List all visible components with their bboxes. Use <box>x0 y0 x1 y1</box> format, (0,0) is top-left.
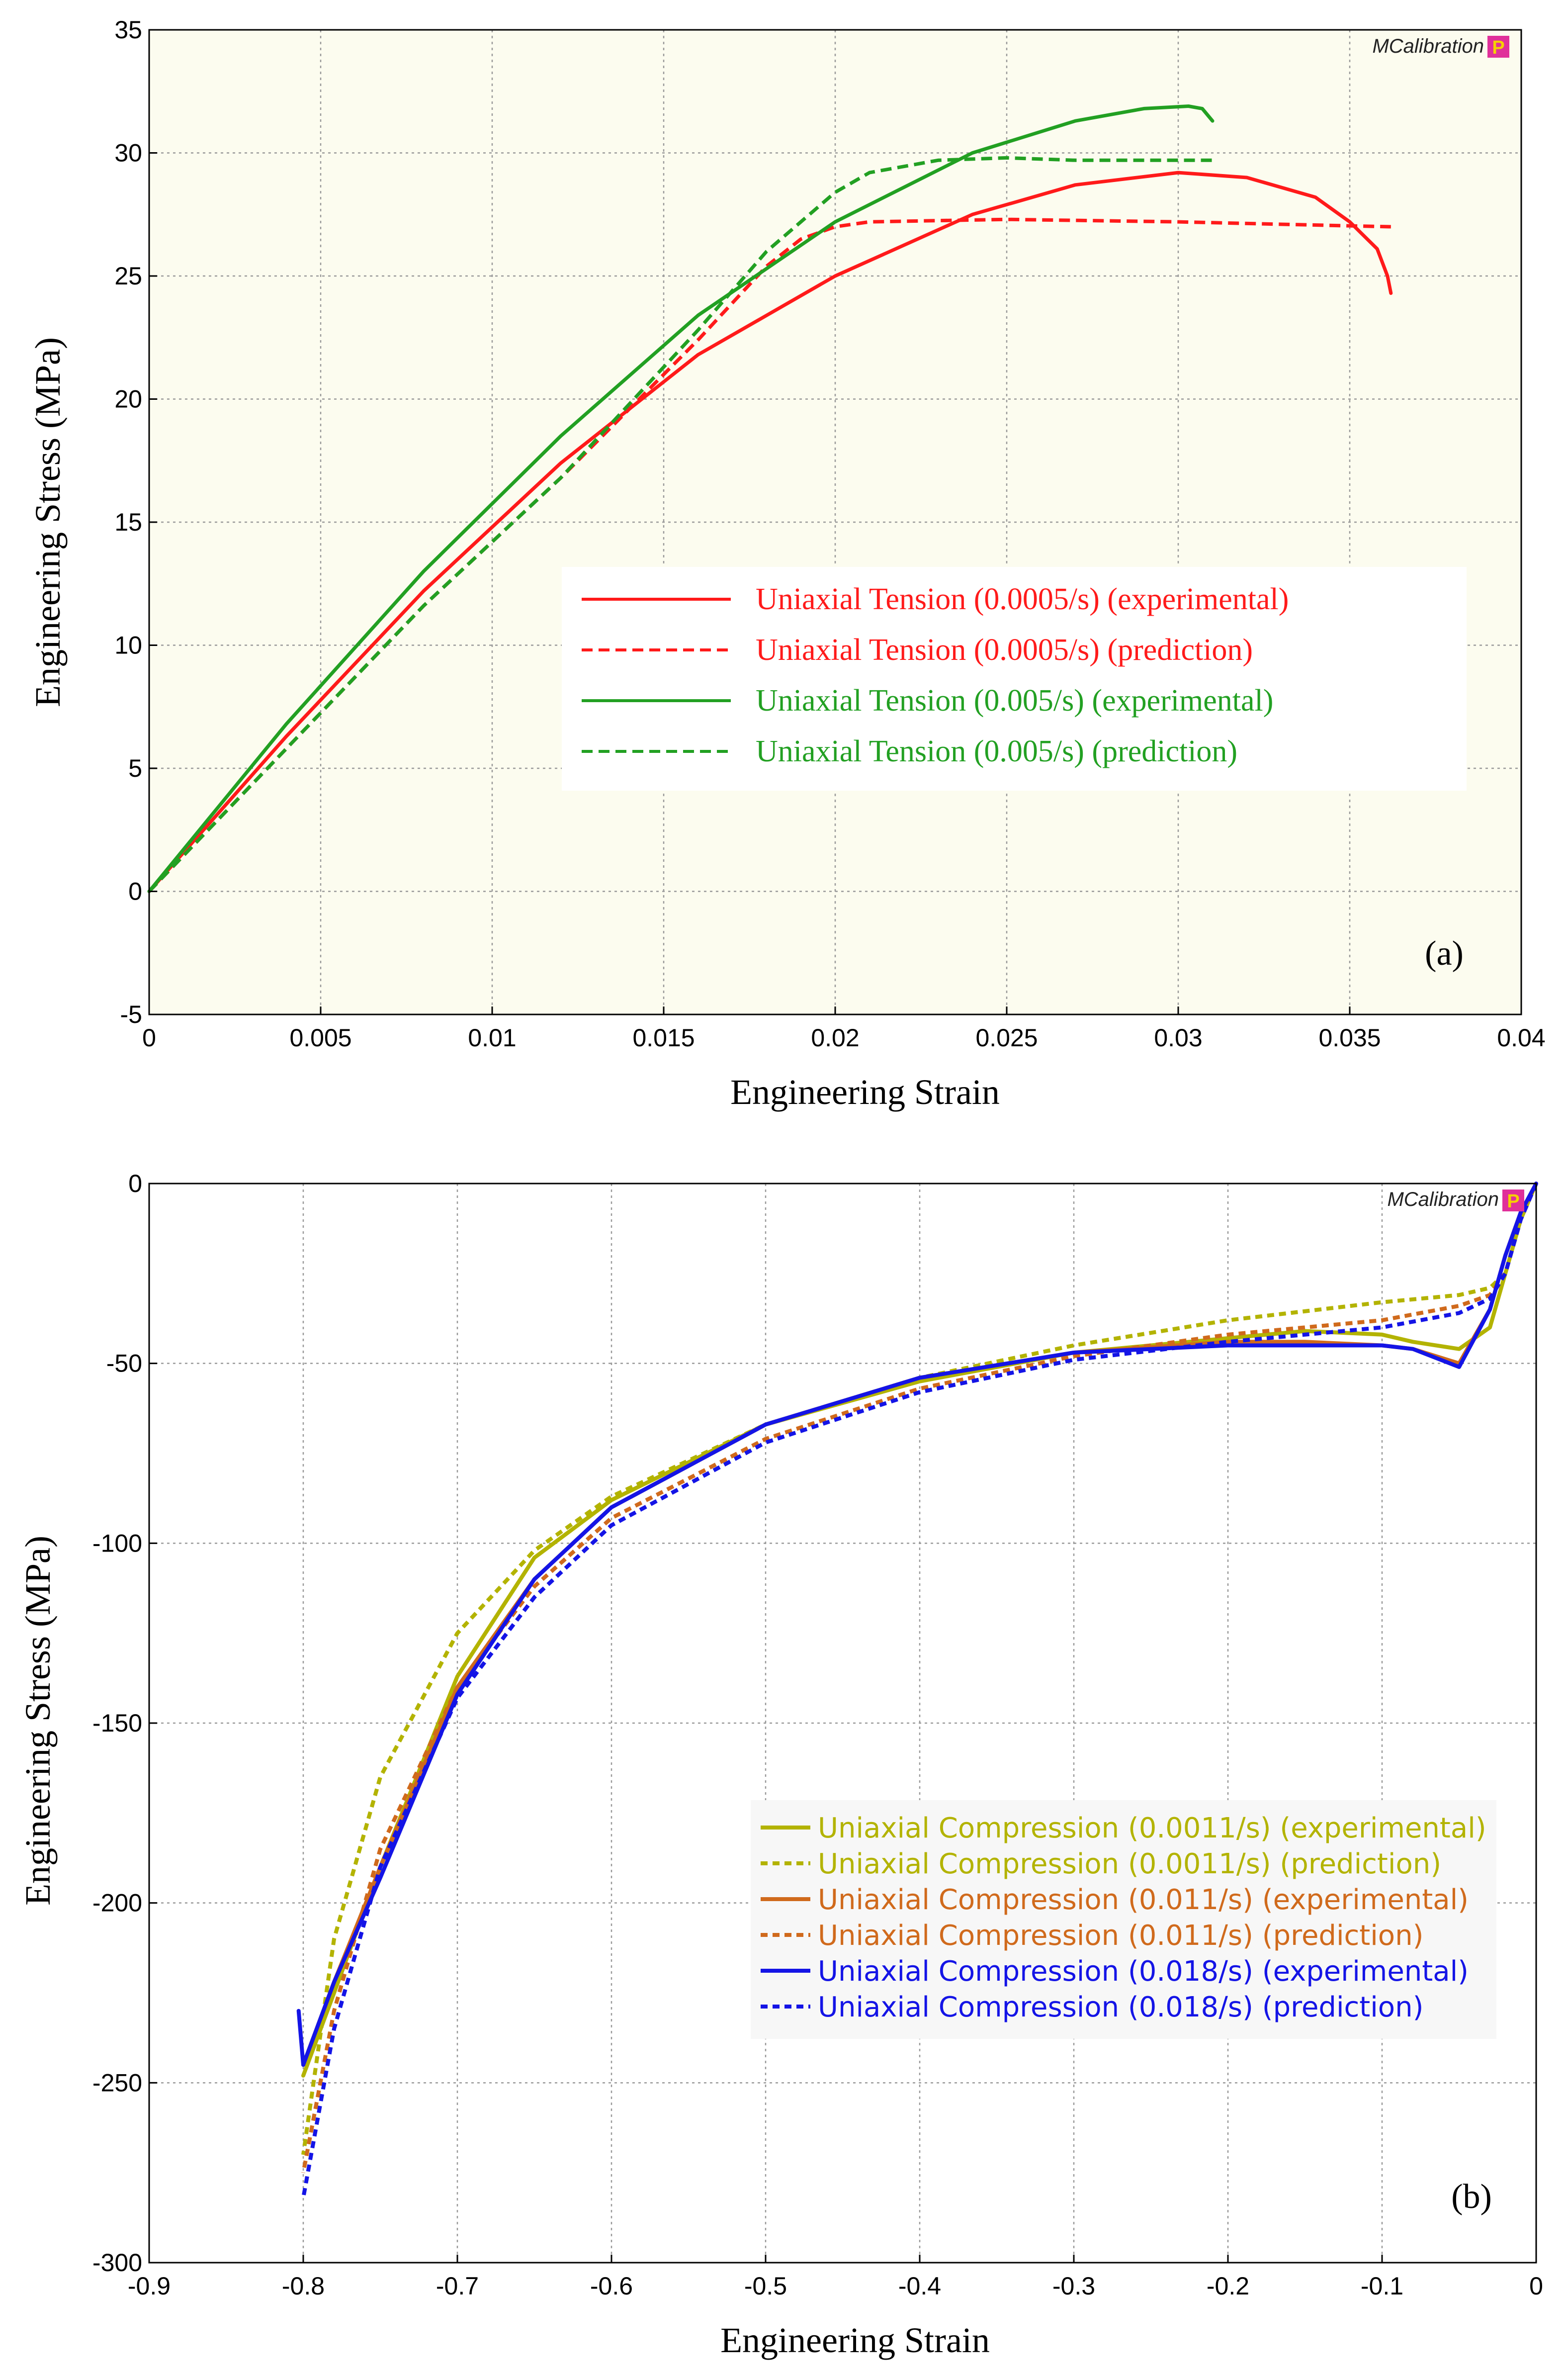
y-tick-label: 10 <box>114 632 142 659</box>
x-tick-label: -0.4 <box>898 2272 941 2300</box>
y-tick-label: 0 <box>128 878 142 906</box>
y-tick-label: 5 <box>128 754 142 782</box>
chart-a-x-ticks: 0 0.005 0.01 0.015 0.02 0.025 0.03 0.035 0.04 <box>142 1007 1546 1052</box>
y-tick-label: -100 <box>92 1529 142 1557</box>
chart-b-x-ticks: -0.9 -0.8 -0.7 -0.6 -0.5 -0.4 -0.3 -0.2 -0.1 0 <box>128 2255 1543 2300</box>
series-line-5 <box>296 1182 1538 2067</box>
x-tick-label: 0.02 <box>811 1024 859 1052</box>
x-tick-label: -0.3 <box>1052 2272 1095 2300</box>
x-tick-label: -0.1 <box>1361 2272 1403 2300</box>
chart-a-legend: Uniaxial Tension (0.0005/s) (experimenta… <box>562 567 1467 791</box>
x-tick-label: 0 <box>1529 2272 1543 2300</box>
y-tick-label: -300 <box>92 2249 142 2277</box>
x-tick-label: 0.015 <box>632 1024 695 1052</box>
y-tick-label: -250 <box>92 2069 142 2097</box>
chart-b-series <box>296 1182 1538 2198</box>
chart-b-panel-label: (b) <box>1451 2178 1492 2216</box>
y-tick-label: 20 <box>114 385 142 413</box>
logo-text: MCalibration <box>1372 35 1484 57</box>
chart-a-series <box>147 104 1393 893</box>
chart-b-y-axis-label: Engineering Stress (MPa) <box>18 1536 58 1906</box>
chart-b-legend-box <box>751 1800 1496 2039</box>
y-tick-label: 35 <box>114 16 142 44</box>
legend-label-4: Uniaxial Compression (0.011/s) (predicti… <box>818 1920 1423 1952</box>
series-line-3 <box>147 104 1215 893</box>
x-tick-label: 0.025 <box>975 1024 1038 1052</box>
x-tick-label: -0.6 <box>590 2272 633 2300</box>
y-tick-label: -200 <box>92 1889 142 1917</box>
chart-a-legend-box <box>562 567 1467 791</box>
chart-b-logo: MCalibration P <box>1387 1189 1524 1212</box>
series-line-2 <box>301 1183 1538 2155</box>
legend-label-5: Uniaxial Compression (0.018/s) (experime… <box>818 1955 1469 1988</box>
chart-a-x-axis-label: Engineering Strain <box>730 1072 1000 1112</box>
y-tick-label: 30 <box>114 139 142 167</box>
y-tick-label: 15 <box>114 508 142 536</box>
legend-label-2: Uniaxial Tension (0.0005/s) (prediction) <box>756 633 1253 667</box>
series-line-6 <box>301 1183 1538 2198</box>
x-tick-label: 0.035 <box>1318 1024 1381 1052</box>
logo-badge-letter: P <box>1507 1191 1519 1212</box>
chart-b: -0.9 -0.8 -0.7 -0.6 -0.5 -0.4 -0.3 -0.2 -0.1 0 -3… <box>18 1170 1543 2360</box>
legend-label-2: Uniaxial Compression (0.0011/s) (predict… <box>818 1848 1441 1880</box>
y-tick-label: -150 <box>92 1709 142 1737</box>
chart-b-legend: Uniaxial Compression (0.0011/s) (experim… <box>751 1800 1496 2039</box>
y-tick-label: -50 <box>106 1350 142 1377</box>
chart-a-panel-label: (a) <box>1425 934 1464 973</box>
chart-a-y-axis-label: Engineering Stress (MPa) <box>28 337 68 707</box>
x-tick-label: -0.7 <box>436 2272 479 2300</box>
legend-label-3: Uniaxial Compression (0.011/s) (experime… <box>818 1884 1469 1916</box>
series-line-1 <box>147 171 1393 893</box>
logo-badge-icon <box>1502 1190 1524 1211</box>
x-tick-label: 0.03 <box>1154 1024 1202 1052</box>
x-tick-label: 0.04 <box>1497 1024 1545 1052</box>
x-tick-label: -0.9 <box>128 2272 171 2300</box>
y-tick-label: 0 <box>128 1170 142 1197</box>
y-tick-label: -5 <box>120 1001 142 1028</box>
chart-a-logo: MCalibration P <box>1372 35 1509 58</box>
x-tick-label: -0.2 <box>1207 2272 1249 2300</box>
chart-a: 0 0.005 0.01 0.015 0.02 0.025 0.03 0.035 0.04 -5… <box>28 16 1546 1112</box>
legend-label-1: Uniaxial Compression (0.0011/s) (experim… <box>818 1812 1486 1844</box>
logo-badge-letter: P <box>1492 37 1504 58</box>
legend-label-1: Uniaxial Tension (0.0005/s) (experimenta… <box>756 582 1289 616</box>
logo-text: MCalibration <box>1387 1189 1499 1210</box>
x-tick-label: 0 <box>142 1024 156 1052</box>
legend-label-3: Uniaxial Tension (0.005/s) (experimental… <box>756 684 1273 718</box>
legend-label-4: Uniaxial Tension (0.005/s) (prediction) <box>756 734 1237 768</box>
x-tick-label: -0.5 <box>744 2272 787 2300</box>
chart-b-x-axis-label: Engineering Strain <box>720 2320 990 2360</box>
chart-a-y-ticks: -5 0 5 10 15 20 25 30 35 <box>114 16 157 1028</box>
series-line-4 <box>148 156 1213 893</box>
x-tick-label: 0.01 <box>468 1024 516 1052</box>
x-tick-label: -0.8 <box>282 2272 325 2300</box>
x-tick-label: 0.005 <box>289 1024 351 1052</box>
chart-b-y-ticks: -300 -250 -200 -150 -100 -50 0 <box>92 1170 157 2277</box>
legend-label-6: Uniaxial Compression (0.018/s) (predicti… <box>818 1991 1423 2023</box>
y-tick-label: 25 <box>114 262 142 290</box>
logo-badge-icon <box>1487 36 1509 58</box>
